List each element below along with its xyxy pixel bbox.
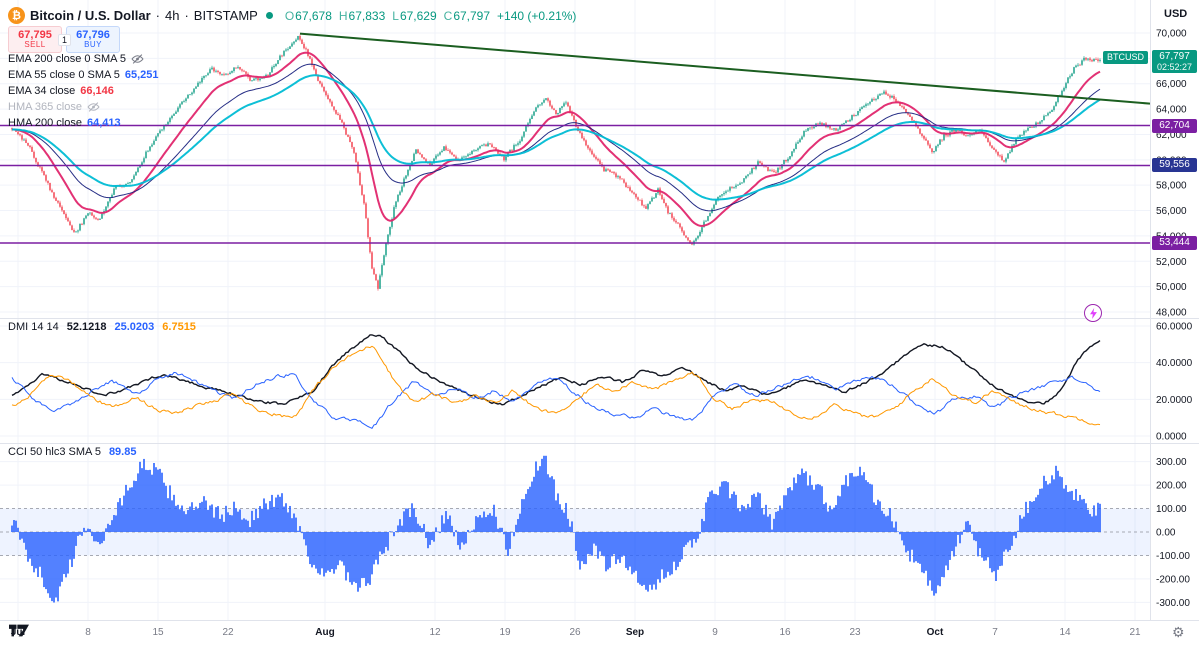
visibility-eye-icon[interactable]: [87, 102, 100, 112]
symbol-header: ₿ Bitcoin / U.S. Dollar · 4h · BITSTAMP …: [8, 7, 576, 24]
sell-price: 67,795: [18, 28, 52, 41]
spread-value: 1: [58, 34, 72, 46]
cci-axis-label: -300.00: [1156, 598, 1190, 609]
low-value: 67,629: [399, 8, 437, 23]
cci-axis-label: -200.00: [1156, 574, 1190, 585]
legend-label: HMA 365 close: [8, 101, 82, 113]
cci-axis-label: 200.00: [1156, 481, 1187, 492]
price-axis-label: 52,000: [1156, 257, 1187, 268]
cci-axis-label: -100.00: [1156, 551, 1190, 562]
price-axis-label: 64,000: [1156, 105, 1187, 116]
ohlc-readout: O67,678 H67,833 L67,629 C67,797 +140 (+0…: [284, 8, 577, 23]
legend-label: EMA 55 close 0 SMA 5: [8, 69, 120, 81]
time-axis-label: 14: [1059, 627, 1071, 638]
price-axis-label: 50,000: [1156, 282, 1187, 293]
buy-price: 67,796: [76, 28, 110, 41]
currency-label[interactable]: USD: [1164, 8, 1188, 20]
legend-row-hma365[interactable]: HMA 365 close: [8, 99, 159, 115]
cci-value: 89.85: [108, 446, 137, 458]
legend-value: 66,146: [80, 85, 114, 97]
dmi-adx-value: 52.1218: [66, 321, 107, 333]
legend-label: HMA 200 close: [8, 117, 82, 129]
buy-label: BUY: [84, 40, 102, 50]
high-value: 67,833: [348, 8, 386, 23]
dmi-line-ADX: [11, 334, 1101, 406]
time-axis-label: 7: [992, 627, 998, 638]
sell-label: SELL: [24, 40, 46, 50]
price-axis-label: 60,000: [1156, 155, 1187, 166]
ma-line-HMA 200: [12, 63, 1101, 212]
visibility-eye-icon[interactable]: [131, 54, 144, 64]
exchange-label[interactable]: BITSTAMP: [193, 8, 258, 23]
open-value: 67,678: [295, 8, 332, 23]
price-axis-label: 70,000: [1156, 29, 1187, 40]
boost-flash-icon[interactable]: [1084, 304, 1102, 322]
bitcoin-icon: ₿: [8, 7, 25, 24]
time-axis-label: Aug: [315, 627, 334, 638]
price-axis-label: 58,000: [1156, 181, 1187, 192]
dmi-plus-di-value: 25.0203: [114, 321, 155, 333]
buy-button[interactable]: 67,796 BUY: [66, 26, 120, 53]
time-axis-label: 8: [85, 627, 91, 638]
settings-gear-icon[interactable]: ⚙: [1172, 624, 1185, 640]
dmi-header[interactable]: DMI 14 14 52.1218 25.0203 6.7515: [8, 321, 196, 333]
time-axis-label: 23: [849, 627, 861, 638]
sell-button[interactable]: 67,795 SELL: [8, 26, 62, 53]
dmi-line-+DI: [11, 371, 1101, 429]
dmi-title: DMI 14 14: [8, 321, 59, 333]
dmi-axis-label: 0.0000: [1156, 432, 1187, 443]
ma-line-EMA 55: [12, 74, 1101, 201]
legend-row-ema55[interactable]: EMA 55 close 0 SMA 5 65,251: [8, 67, 159, 83]
interval-label[interactable]: 4h: [164, 8, 180, 23]
time-axis-label: 15: [152, 627, 164, 638]
separator-dot: ·: [155, 8, 160, 23]
legend-value: 64,413: [86, 117, 121, 129]
close-value: 67,797: [453, 8, 491, 23]
time-axis-label: 26: [569, 627, 581, 638]
time-axis-label: 16: [779, 627, 791, 638]
cci-axis-label: 300.00: [1156, 457, 1187, 468]
price-axis-label: 48,000: [1156, 308, 1187, 319]
dmi-axis-label: 60.0000: [1156, 322, 1193, 333]
price-axis-label: 56,000: [1156, 206, 1187, 217]
change-value: +140 (+0.21%): [497, 8, 577, 23]
legend-row-hma200[interactable]: HMA 200 close 64,413: [8, 115, 159, 131]
legend-label: EMA 200 close 0 SMA 5: [8, 53, 127, 65]
market-open-dot: [265, 12, 273, 19]
indicator-legend: EMA 200 close 0 SMA 5 EMA 55 close 0 SMA…: [8, 51, 159, 131]
legend-row-ema200[interactable]: EMA 200 close 0 SMA 5: [8, 51, 159, 67]
price-axis-label: 54,000: [1156, 231, 1187, 242]
tradingview-logo[interactable]: [8, 623, 30, 643]
time-axis-label: Oct: [927, 627, 944, 638]
symbol-title[interactable]: Bitcoin / U.S. Dollar: [30, 8, 151, 23]
time-axis-label: 12: [429, 627, 441, 638]
cci-header[interactable]: CCI 50 hlc3 SMA 5 89.85: [8, 446, 136, 458]
dmi-axis-label: 20.0000: [1156, 395, 1193, 406]
time-axis-label: 19: [499, 627, 511, 638]
price-axis-label: 68,000: [1156, 54, 1187, 65]
legend-row-ema34[interactable]: EMA 34 close 66,146: [8, 83, 159, 99]
ma-line-EMA 34: [12, 51, 1101, 228]
price-axis-label: 66,000: [1156, 79, 1187, 90]
legend-value: 65,251: [124, 69, 159, 81]
cci-axis-label: 100.00: [1156, 504, 1187, 515]
time-axis-label: 22: [222, 627, 234, 638]
trendline: [299, 32, 1151, 105]
cci-title: CCI 50 hlc3 SMA 5: [8, 446, 101, 458]
order-panel: 67,795 SELL 67,796 BUY 1: [8, 26, 120, 53]
dmi-line--DI: [11, 345, 1101, 426]
dmi-minus-di-value: 6.7515: [162, 321, 196, 333]
time-axis-label: Jul: [11, 627, 26, 638]
dmi-axis-label: 40.0000: [1156, 358, 1193, 369]
time-axis-label: Sep: [626, 627, 644, 638]
price-axis-label: 62,000: [1156, 130, 1187, 141]
legend-label: EMA 34 close: [8, 85, 76, 97]
time-axis-label: 21: [1129, 627, 1141, 638]
cci-axis-label: 0.00: [1156, 528, 1176, 539]
separator-dot: ·: [184, 8, 189, 23]
time-axis-label: 9: [712, 627, 718, 638]
